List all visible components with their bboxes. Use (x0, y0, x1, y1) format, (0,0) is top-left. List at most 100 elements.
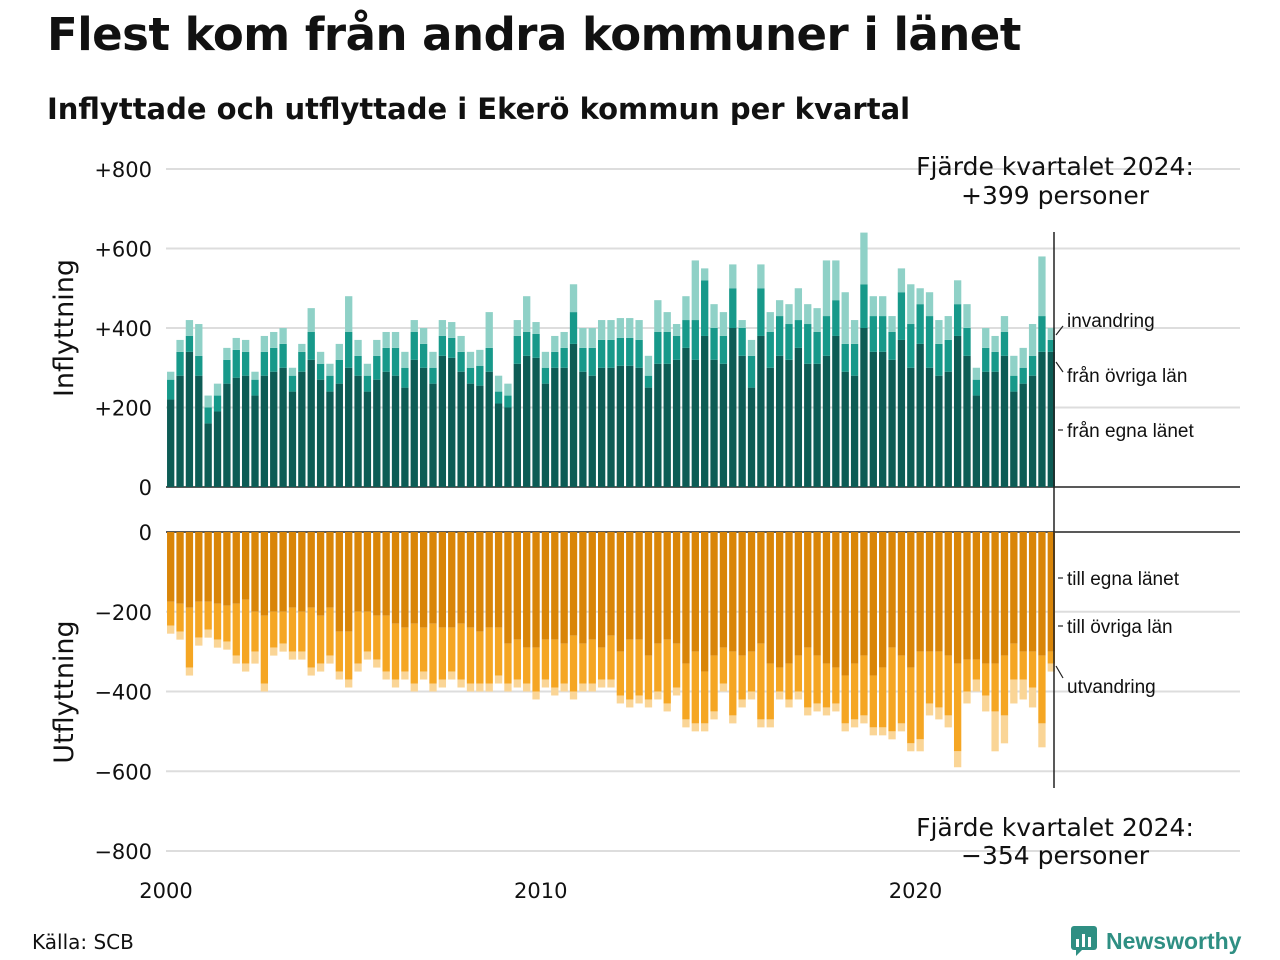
bar-utflyttning-1 (195, 601, 203, 638)
bar-utflyttning-0 (841, 532, 849, 676)
chart-subtitle: Inflyttade och utflyttade i Ekerö kommun… (47, 92, 911, 126)
bar-inflyttning-0 (1019, 383, 1027, 487)
bar-utflyttning-0 (916, 532, 924, 652)
bar-inflyttning-2 (1019, 347, 1027, 368)
bar-inflyttning-1 (691, 320, 699, 360)
bar-inflyttning-2 (213, 383, 222, 396)
bar-inflyttning-1 (569, 312, 578, 344)
bar-inflyttning-1 (597, 339, 606, 368)
bar-utflyttning-2 (251, 651, 259, 664)
bar-utflyttning-1 (279, 611, 287, 644)
label-till-egna-lanet: till egna länet (1067, 569, 1180, 590)
bar-inflyttning-2 (251, 371, 259, 380)
bar-utflyttning-0 (1028, 532, 1037, 652)
bar-utflyttning-0 (635, 532, 643, 640)
bar-inflyttning-2 (316, 351, 325, 364)
bar-inflyttning-0 (176, 375, 184, 487)
bar-inflyttning-2 (607, 320, 615, 340)
bar-utflyttning-0 (307, 532, 315, 608)
bar-inflyttning-0 (513, 363, 521, 487)
bar-inflyttning-2 (747, 339, 756, 356)
bar-inflyttning-1 (1010, 375, 1018, 392)
bar-inflyttning-1 (991, 351, 999, 372)
bar-utflyttning-2 (345, 679, 353, 688)
bar-inflyttning-0 (850, 375, 859, 487)
label-till-ovriga-lan: till övriga län (1067, 617, 1173, 638)
bar-inflyttning-1 (251, 379, 259, 396)
newsworthy-logo[interactable]: Newsworthy (1070, 925, 1241, 957)
xtick-label: 2000 (139, 879, 192, 903)
bar-utflyttning-2 (626, 699, 634, 708)
bar-utflyttning-2 (757, 719, 765, 728)
bar-inflyttning-2 (626, 318, 634, 338)
bar-inflyttning-2 (457, 335, 465, 352)
bar-inflyttning-0 (991, 371, 999, 488)
bar-inflyttning-0 (635, 367, 643, 487)
bar-utflyttning-1 (448, 627, 456, 672)
bar-inflyttning-1 (513, 335, 521, 364)
bar-inflyttning-0 (738, 355, 746, 487)
bar-utflyttning-1 (672, 643, 681, 688)
bar-inflyttning-0 (747, 387, 756, 488)
bar-inflyttning-0 (1010, 391, 1018, 487)
bar-inflyttning-1 (541, 367, 550, 384)
annotation-top-line1: Fjärde kvartalet 2024: (916, 152, 1194, 181)
segment-labels-bottom: till egna länet till övriga län utvandri… (1055, 569, 1180, 698)
bar-inflyttning-2 (485, 312, 493, 348)
bar-inflyttning-2 (719, 312, 728, 336)
newsworthy-logo-text: Newsworthy (1106, 927, 1242, 954)
bar-inflyttning-2 (841, 292, 849, 344)
bar-inflyttning-2 (982, 328, 990, 348)
bar-inflyttning-0 (804, 363, 812, 487)
bar-utflyttning-2 (972, 679, 981, 692)
bar-utflyttning-2 (1038, 723, 1046, 748)
bar-inflyttning-2 (466, 351, 475, 368)
bar-utflyttning-0 (869, 532, 877, 676)
bar-inflyttning-1 (241, 351, 250, 376)
bar-utflyttning-2 (569, 691, 578, 700)
bar-utflyttning-2 (597, 679, 606, 688)
bar-utflyttning-2 (1019, 679, 1027, 700)
bar-inflyttning-2 (185, 320, 194, 336)
bar-inflyttning-0 (523, 355, 531, 487)
bar-inflyttning-0 (972, 395, 981, 487)
bar-inflyttning-2 (270, 331, 278, 348)
bar-inflyttning-0 (1000, 355, 1009, 487)
bar-inflyttning-1 (897, 292, 906, 340)
bar-inflyttning-0 (794, 347, 803, 488)
bar-inflyttning-0 (494, 403, 503, 487)
bar-utflyttning-1 (944, 655, 952, 716)
bar-utflyttning-0 (850, 532, 859, 664)
bar-inflyttning-2 (448, 322, 456, 338)
bar-utflyttning-1 (213, 603, 222, 640)
bar-utflyttning-2 (579, 683, 587, 692)
bar-utflyttning-0 (438, 532, 447, 628)
xtick-label: 2020 (889, 879, 942, 903)
bar-inflyttning-1 (429, 367, 437, 384)
bar-utflyttning-1 (710, 655, 718, 712)
bar-inflyttning-0 (260, 375, 269, 487)
bar-inflyttning-0 (241, 375, 250, 487)
bar-utflyttning-0 (644, 532, 653, 656)
bar-inflyttning-0 (654, 363, 662, 487)
bar-utflyttning-1 (897, 655, 906, 724)
bar-utflyttning-0 (279, 532, 287, 612)
bar-inflyttning-0 (382, 371, 390, 488)
bar-utflyttning-0 (626, 532, 634, 640)
bar-inflyttning-2 (232, 337, 240, 350)
bar-utflyttning-0 (363, 532, 372, 612)
bar-inflyttning-2 (429, 351, 437, 368)
bar-inflyttning-2 (1047, 328, 1055, 340)
bar-inflyttning-0 (607, 367, 615, 487)
bar-inflyttning-0 (251, 395, 259, 487)
bar-inflyttning-0 (326, 391, 334, 487)
bar-utflyttning-0 (579, 532, 587, 644)
bar-inflyttning-2 (972, 367, 981, 380)
bar-utflyttning-2 (326, 655, 334, 664)
bar-utflyttning-2 (354, 663, 362, 672)
bar-utflyttning-0 (429, 532, 437, 624)
bar-utflyttning-1 (288, 607, 297, 652)
bar-utflyttning-2 (532, 691, 540, 700)
bar-utflyttning-1 (523, 647, 531, 684)
bar-utflyttning-1 (466, 627, 475, 684)
